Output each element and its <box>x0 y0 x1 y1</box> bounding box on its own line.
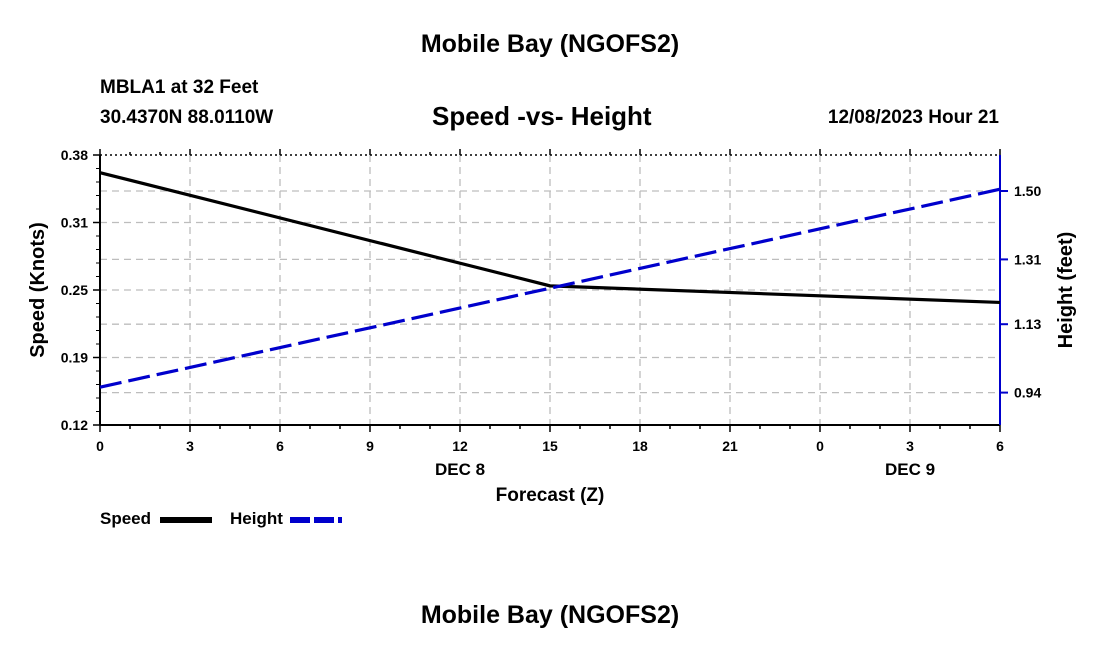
legend-speed-label: Speed <box>100 509 152 528</box>
x-tick-label: 15 <box>542 438 558 454</box>
x-tick-label: 0 <box>816 438 824 454</box>
y-left-axis-title: Speed (Knots) <box>27 222 49 358</box>
y-left-tick-label: 0.38 <box>61 147 88 163</box>
y-right-tick-label: 1.31 <box>1014 251 1041 267</box>
series-line-speed <box>99 171 1001 305</box>
y-right-axis-title: Height (feet) <box>1055 232 1077 349</box>
x-tick-label: 12 <box>452 438 468 454</box>
y-left-tick-label: 0.12 <box>61 417 88 433</box>
y-right-tick-label: 0.94 <box>1014 385 1041 401</box>
station-label: MBLA1 at 32 Feet <box>100 77 259 98</box>
footer-title: Mobile Bay (NGOFS2) <box>420 601 680 629</box>
chart-title: Speed -vs- Height <box>432 101 652 131</box>
y-left-tick-label: 0.31 <box>61 215 88 231</box>
legend-height-label: Height <box>230 509 283 528</box>
coordinates-label: 30.4370N 88.0110W <box>100 107 274 128</box>
y-right-tick-label: 1.13 <box>1014 316 1041 332</box>
x-tick-label: 6 <box>276 438 284 454</box>
x-tick-label: 3 <box>906 438 914 454</box>
x-tick-label: 9 <box>366 438 374 454</box>
x-tick-label: 0 <box>96 438 104 454</box>
series-line-height <box>99 187 1001 389</box>
x-tick-label: 18 <box>632 438 648 454</box>
y-left-tick-label: 0.25 <box>61 282 88 298</box>
x-tick-label: 6 <box>996 438 1004 454</box>
x-date-label: DEC 9 <box>885 460 935 479</box>
y-left-tick-label: 0.19 <box>61 350 88 366</box>
x-axis-title: Forecast (Z) <box>496 485 605 506</box>
page-title: Mobile Bay (NGOFS2) <box>420 30 680 58</box>
x-tick-label: 3 <box>186 438 194 454</box>
y-right-tick-label: 1.50 <box>1014 183 1041 199</box>
timestamp-label: 12/08/2023 Hour 21 <box>827 107 999 128</box>
x-tick-label: 21 <box>722 438 738 454</box>
x-date-label: DEC 8 <box>435 460 485 479</box>
